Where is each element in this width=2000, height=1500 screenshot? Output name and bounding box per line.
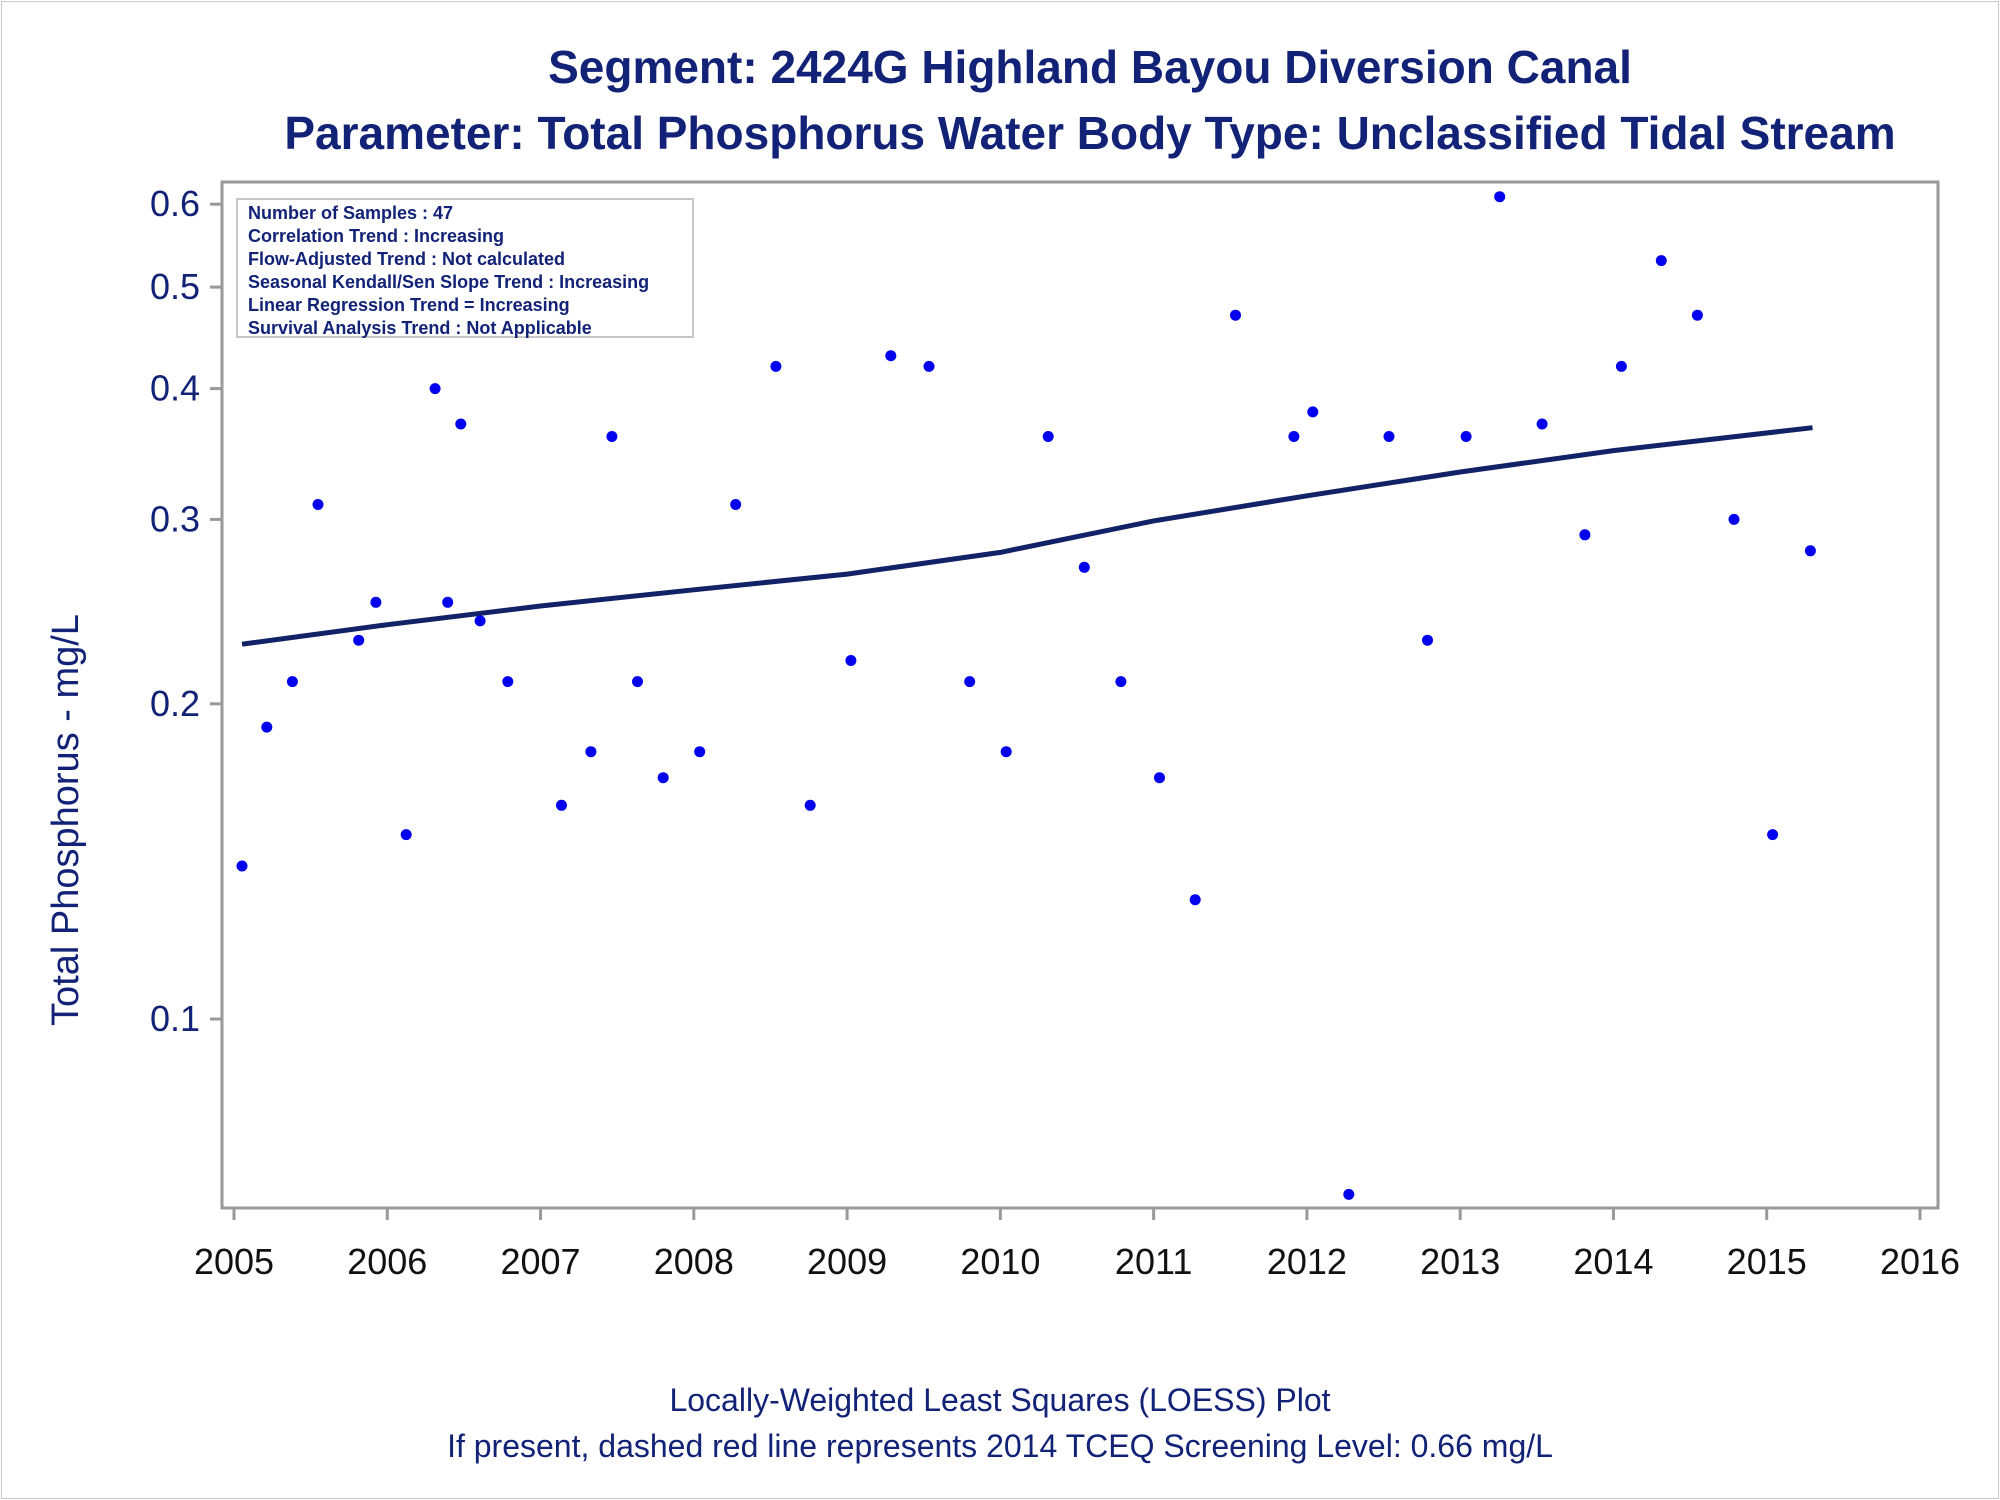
x-tick-label: 2009 [807, 1241, 887, 1282]
data-point [474, 615, 486, 627]
x-tick-label: 2008 [654, 1241, 734, 1282]
data-points [236, 191, 1816, 1200]
data-point [1288, 431, 1300, 442]
data-point [1230, 309, 1241, 321]
footnote-loess: Locally-Weighted Least Squares (LOESS) P… [669, 1382, 1331, 1418]
data-point [1307, 406, 1319, 418]
data-point [804, 799, 816, 811]
x-tick-label: 2015 [1727, 1241, 1807, 1282]
stats-legend-box: Number of Samples : 47 Correlation Trend… [236, 198, 694, 338]
data-point [606, 431, 618, 442]
plot-area-border [220, 180, 1940, 1210]
loess-trend-line [241, 425, 1813, 647]
data-point [312, 499, 324, 510]
stat-linear-regression-trend: Linear Regression Trend = Increasing [248, 295, 570, 315]
y-axis-label: Total Phosphorus - mg/L [45, 614, 87, 1026]
data-point [1422, 634, 1433, 646]
data-point [502, 676, 514, 688]
data-point [455, 418, 467, 430]
data-point [632, 676, 643, 688]
data-point [657, 772, 669, 784]
x-tick-label: 2010 [960, 1241, 1040, 1282]
x-tick-label: 2011 [1115, 1241, 1192, 1282]
data-point [1189, 894, 1201, 906]
chart-subtitle: Parameter: Total Phosphorus Water Body T… [284, 107, 1896, 159]
data-point [1728, 513, 1740, 525]
data-point [1078, 561, 1090, 573]
data-point [261, 721, 273, 733]
data-point [1383, 431, 1395, 442]
chart-title: Segment: 2424G Highland Bayou Diversion … [548, 41, 1632, 93]
data-point [1804, 545, 1816, 557]
data-point [429, 383, 441, 395]
data-point [1691, 309, 1703, 321]
y-tick-label: 0.6 [150, 183, 200, 224]
data-point [400, 829, 412, 841]
stat-sample-count: Number of Samples : 47 [248, 203, 454, 223]
data-point [1000, 746, 1012, 758]
data-point [694, 746, 706, 758]
data-point [885, 350, 897, 362]
x-tick-label: 2012 [1267, 1241, 1347, 1282]
axes [210, 180, 1940, 1220]
data-point [236, 860, 248, 872]
data-point [845, 655, 857, 666]
tick-labels: 2005 2006 2007 2008 2009 2010 2011 2012 2013 2014… [150, 183, 1960, 1282]
data-point [585, 746, 597, 758]
data-point [964, 676, 976, 688]
trend-line-group [241, 425, 1813, 647]
stat-seasonal-kendall-trend: Seasonal Kendall/Sen Slope Trend : Incre… [248, 272, 650, 292]
footnote-screening-level: If present, dashed red line represents 2… [447, 1428, 1553, 1464]
data-point [730, 499, 742, 510]
x-tick-label: 2005 [194, 1241, 274, 1282]
data-point [1655, 255, 1667, 267]
data-point [1536, 418, 1548, 430]
data-point [1615, 360, 1627, 372]
data-point [1042, 431, 1054, 442]
data-point [556, 799, 567, 811]
data-point [370, 596, 382, 608]
x-tick-label: 2014 [1573, 1241, 1653, 1282]
data-point [286, 676, 298, 688]
x-tick-label: 2013 [1420, 1241, 1500, 1282]
data-point [923, 360, 935, 372]
y-tick-label: 0.1 [150, 998, 200, 1039]
x-tick-label: 2006 [347, 1241, 427, 1282]
stat-survival-analysis-trend: Survival Analysis Trend : Not Applicable [248, 318, 592, 338]
y-tick-label: 0.5 [150, 266, 200, 307]
stat-correlation-trend: Correlation Trend : Increasing [248, 226, 505, 246]
data-point [1767, 829, 1779, 841]
data-point [442, 596, 454, 608]
data-point [1494, 191, 1506, 203]
data-point [1579, 529, 1591, 541]
x-tick-label: 2007 [500, 1241, 580, 1282]
data-point [353, 634, 365, 646]
x-tick-label: 2016 [1880, 1241, 1960, 1282]
data-point [1115, 676, 1127, 688]
y-tick-label: 0.2 [150, 683, 200, 724]
data-point [1343, 1188, 1355, 1200]
data-point [1460, 431, 1472, 442]
stat-flow-adjusted-trend: Flow-Adjusted Trend : Not calculated [248, 249, 566, 269]
data-point [1154, 772, 1165, 784]
y-tick-label: 0.4 [150, 368, 200, 409]
data-point [770, 360, 782, 372]
y-tick-label: 0.3 [150, 498, 200, 539]
